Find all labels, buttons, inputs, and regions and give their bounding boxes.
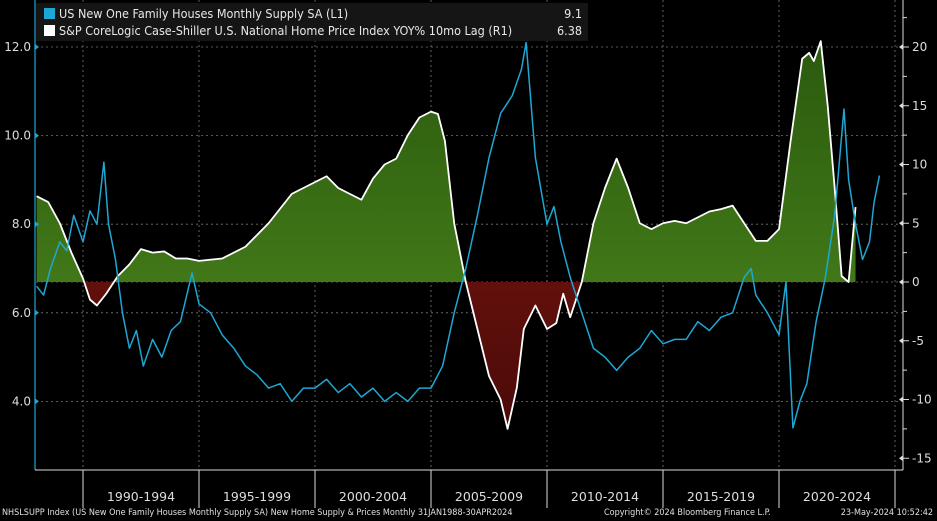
right-tick-label: 20 bbox=[912, 40, 927, 54]
positive-area bbox=[36, 41, 856, 282]
x-tick-label: 2010-2014 bbox=[571, 489, 639, 504]
left-tick bbox=[35, 309, 39, 316]
right-tick-label: -15 bbox=[912, 451, 932, 465]
left-tick-label: 6.0 bbox=[12, 306, 31, 320]
right-tick-arrow bbox=[899, 396, 903, 403]
right-tick-label: 15 bbox=[912, 99, 927, 113]
right-tick-arrow bbox=[899, 337, 903, 344]
right-tick-arrow bbox=[899, 161, 903, 168]
right-tick-label: 0 bbox=[912, 275, 920, 289]
left-tick bbox=[35, 132, 39, 139]
footer-timestamp: 23-May-2024 10:52:42 bbox=[840, 508, 933, 518]
x-tick-label: 2000-2004 bbox=[339, 489, 407, 504]
footer-source: NHSLSUPP Index (US New One Family Houses… bbox=[2, 508, 513, 518]
right-tick-label: 10 bbox=[912, 158, 927, 172]
left-tick-label: 4.0 bbox=[12, 394, 31, 408]
left-tick bbox=[35, 221, 39, 228]
x-tick-label: 1990-1994 bbox=[107, 489, 175, 504]
left-tick-label: 12.0 bbox=[4, 40, 31, 54]
x-tick-label: 2015-2019 bbox=[687, 489, 755, 504]
legend-label: S&P CoreLogic Case-Shiller U.S. National… bbox=[59, 23, 513, 38]
right-tick-label: -5 bbox=[912, 334, 924, 348]
legend-item-supply: US New One Family Houses Monthly Supply … bbox=[44, 5, 584, 22]
legend-swatch-price-index bbox=[44, 25, 55, 36]
price-index-line bbox=[36, 40, 857, 430]
legend: US New One Family Houses Monthly Supply … bbox=[36, 3, 588, 41]
x-tick-label: 1995-1999 bbox=[223, 489, 291, 504]
left-tick bbox=[35, 398, 39, 405]
right-tick-arrow bbox=[899, 102, 903, 109]
right-tick-arrow bbox=[899, 44, 903, 50]
right-tick-arrow bbox=[899, 455, 903, 462]
legend-swatch-supply bbox=[44, 8, 55, 19]
x-tick-label: 2005-2009 bbox=[455, 489, 523, 504]
footer-copyright: Copyright© 2024 Bloomberg Finance L.P. bbox=[604, 508, 771, 518]
supply-line bbox=[36, 41, 881, 429]
legend-value: 6.38 bbox=[556, 23, 582, 38]
left-tick bbox=[35, 44, 39, 50]
left-tick-label: 10.0 bbox=[4, 129, 31, 143]
legend-value: 9.1 bbox=[564, 6, 582, 21]
right-tick-arrow bbox=[899, 220, 903, 227]
legend-item-price-index: S&P CoreLogic Case-Shiller U.S. National… bbox=[44, 22, 584, 39]
right-tick-arrow bbox=[899, 279, 903, 285]
legend-label: US New One Family Houses Monthly Supply … bbox=[59, 6, 349, 21]
x-tick-label: 2020-2024 bbox=[803, 489, 871, 504]
right-tick-label: 5 bbox=[912, 216, 920, 230]
right-tick-label: -10 bbox=[912, 393, 932, 407]
left-tick-label: 8.0 bbox=[12, 217, 31, 231]
